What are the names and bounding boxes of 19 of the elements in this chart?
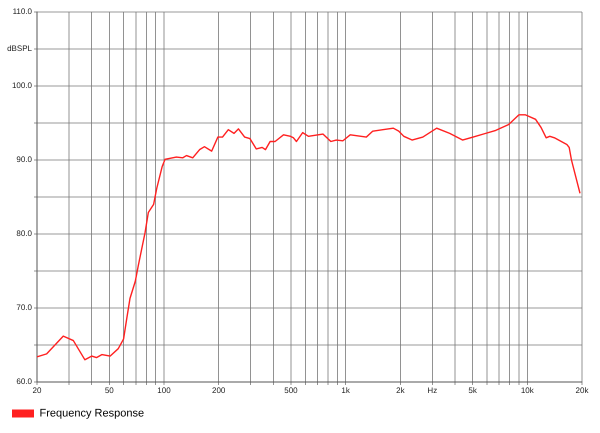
y-tick-label: dBSPL (7, 44, 33, 54)
x-tick-label: 200 (212, 386, 226, 396)
x-tick-label: 20k (576, 386, 590, 396)
x-tick-label: 2k (396, 386, 406, 396)
x-tick-label: 10k (520, 386, 535, 396)
y-tick-label: 90.0 (16, 155, 33, 164)
x-tick-label: 5k (468, 386, 478, 396)
y-tick-label: 60.0 (16, 377, 33, 386)
y-tick-label: 70.0 (16, 303, 33, 312)
x-tick-label: 50 (104, 386, 114, 396)
y-tick-label: 80.0 (16, 229, 33, 238)
y-tick-label: 110.0 (12, 7, 33, 16)
x-tick-label: 100 (157, 386, 172, 396)
legend-label: Frequency Response (40, 408, 144, 420)
x-tick-label: 20 (32, 386, 42, 396)
x-tick-label: Hz (427, 386, 438, 396)
x-tick-label: 500 (284, 386, 298, 396)
y-tick-label: 100.0 (12, 81, 33, 90)
x-tick-label: 1k (341, 386, 351, 396)
